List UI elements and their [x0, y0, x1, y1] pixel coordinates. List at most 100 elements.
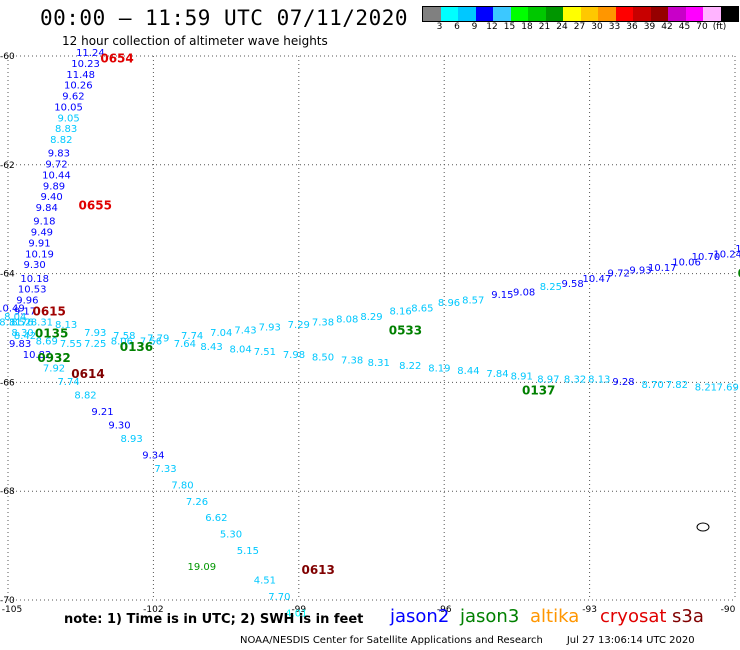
lat-tick-label: -60 — [0, 52, 15, 62]
pass-time-label: 0137 — [522, 384, 555, 398]
wave-height-label: 10.17 — [648, 263, 677, 274]
wave-height-label: 8.25 — [540, 282, 562, 293]
footnote: note: 1) Time is in UTC; 2) SWH is in fe… — [64, 612, 364, 627]
wave-height-label: 7.29 — [288, 320, 310, 331]
wave-height-label: 7.80 — [171, 480, 193, 491]
lon-tick-label: -99 — [291, 605, 306, 615]
pass-time-label: 0613 — [301, 563, 334, 577]
lon-tick-label: -102 — [143, 605, 163, 615]
color-scale-label: 15 — [503, 22, 516, 32]
wave-height-label: 7.55 — [60, 339, 82, 350]
wave-height-label: 9.30 — [108, 421, 130, 432]
wave-height-label: 9.72 — [608, 268, 630, 279]
color-scale-label: 70 — [696, 22, 708, 32]
color-scale-label: 21 — [538, 22, 551, 32]
color-scale-label: 45 — [678, 22, 691, 32]
color-scale-label: (ft) — [712, 22, 727, 32]
pass-time-label: 0655 — [79, 199, 112, 213]
wave-height-label: 9.93 — [629, 266, 651, 277]
wave-height-label: 11.48 — [66, 70, 95, 81]
credit-text: NOAA/NESDIS Center for Satellite Applica… — [240, 635, 543, 646]
pass-time-label: 0533 — [389, 324, 422, 338]
pass-time-label: 0654 — [100, 52, 133, 66]
wave-height-label: 5.30 — [220, 529, 242, 540]
wave-height-label: 7.93 — [259, 323, 281, 334]
wave-height-label: 9.96 — [16, 296, 38, 307]
wave-height-label: 8.96 — [438, 298, 460, 309]
wave-height-label: 9.30 — [24, 260, 46, 271]
wave-height-label: 8.13 — [55, 320, 77, 331]
lon-tick-label: -90 — [721, 605, 736, 615]
pass-time-label: 0533 — [738, 267, 740, 281]
wave-height-label: 8.43 — [200, 342, 222, 353]
wave-height-label: 7.82 — [666, 380, 688, 391]
wave-height-label: 8.50 — [312, 353, 334, 364]
map-subtitle: 12 hour collection of altimeter wave hei… — [62, 34, 328, 48]
wave-height-label: 7.93 — [84, 328, 106, 339]
color-swatch — [703, 7, 721, 21]
wave-height-label: 10.23 — [71, 59, 100, 70]
color-swatch — [598, 7, 616, 21]
wave-height-label: 10.47 — [583, 274, 612, 285]
pass-time-label: 0135 — [35, 326, 68, 340]
wave-height-label: 7.92 — [43, 364, 65, 375]
lat-tick-label: -68 — [0, 487, 15, 497]
wave-height-label: 8.06 — [111, 336, 133, 347]
color-swatch — [633, 7, 651, 21]
color-scale-label: 3 — [436, 22, 443, 32]
color-swatch — [685, 7, 703, 21]
color-swatch — [423, 7, 441, 21]
wave-height-label: 8.29 — [360, 312, 382, 323]
wave-height-label: 10.05 — [54, 102, 83, 113]
color-scale-label: 6 — [454, 22, 460, 32]
wave-height-label: 7.84 — [486, 369, 508, 380]
satellite-cryosat: cryosat — [600, 606, 667, 627]
wave-height-label: 9.28 — [612, 377, 634, 388]
wave-height-label: 9.62 — [62, 92, 84, 103]
wave-height-label: 9.21 — [91, 407, 113, 418]
color-scale-labels: 3 6 9 12 15 18 21 24 27 30 33 36 39 42 45 70 (ft) — [422, 22, 740, 34]
wave-height-label: 8.04 — [230, 344, 252, 355]
wave-height-label: 8.82 — [74, 391, 96, 402]
wave-height-label: 7.56 — [140, 336, 162, 347]
lon-tick-label: -96 — [437, 605, 452, 615]
wave-height-label: 7.43 — [234, 325, 256, 336]
wave-height-label: 9.83 — [9, 339, 31, 350]
wave-height-label: 10.06 — [672, 257, 701, 268]
pass-time-label: 0932 — [37, 351, 70, 365]
wave-height-label: 8.52 — [9, 317, 31, 328]
color-swatch — [510, 7, 528, 21]
wave-height-label: 10.44 — [42, 170, 71, 181]
wave-height-label: 7.25 — [84, 339, 106, 350]
color-swatch — [458, 7, 476, 21]
color-swatch — [580, 7, 598, 21]
color-swatch — [650, 7, 668, 21]
wave-height-label: 9.58 — [562, 279, 584, 290]
wave-height-label: 7.74 — [57, 377, 79, 388]
wave-height-label: 8.76 — [11, 317, 33, 328]
color-swatch — [493, 7, 511, 21]
wave-height-label: 7.79 — [147, 334, 169, 345]
wave-height-label: 8.19 — [428, 364, 450, 375]
wave-height-label: 8.83 — [55, 124, 77, 135]
pass-time-label: 0614 — [71, 367, 104, 381]
wave-height-label: 5.15 — [237, 546, 259, 557]
wave-height-label: 8.57 — [462, 296, 484, 307]
color-scale-label: 12 — [486, 22, 498, 32]
wave-height-label: 8.44 — [457, 366, 479, 377]
satellite-altika: altika — [530, 606, 580, 627]
color-swatch — [528, 7, 546, 21]
pass-time-label: 0136 — [120, 340, 153, 354]
color-scale-label: 36 — [626, 22, 638, 32]
wave-height-label: 10.16 — [735, 244, 740, 255]
wave-height-label: 8.32 — [564, 374, 586, 385]
wave-height-label: 7.69 — [717, 383, 739, 394]
wave-height-label: 7.51 — [254, 347, 276, 358]
wave-height-label: 8.82 — [50, 135, 72, 146]
color-swatch — [720, 7, 738, 21]
wave-height-label: 8.08 — [336, 315, 358, 326]
wave-height-label: 7.98 — [283, 350, 305, 361]
lat-tick-label: -64 — [0, 270, 15, 280]
wave-height-label: 7.70 — [268, 592, 290, 603]
